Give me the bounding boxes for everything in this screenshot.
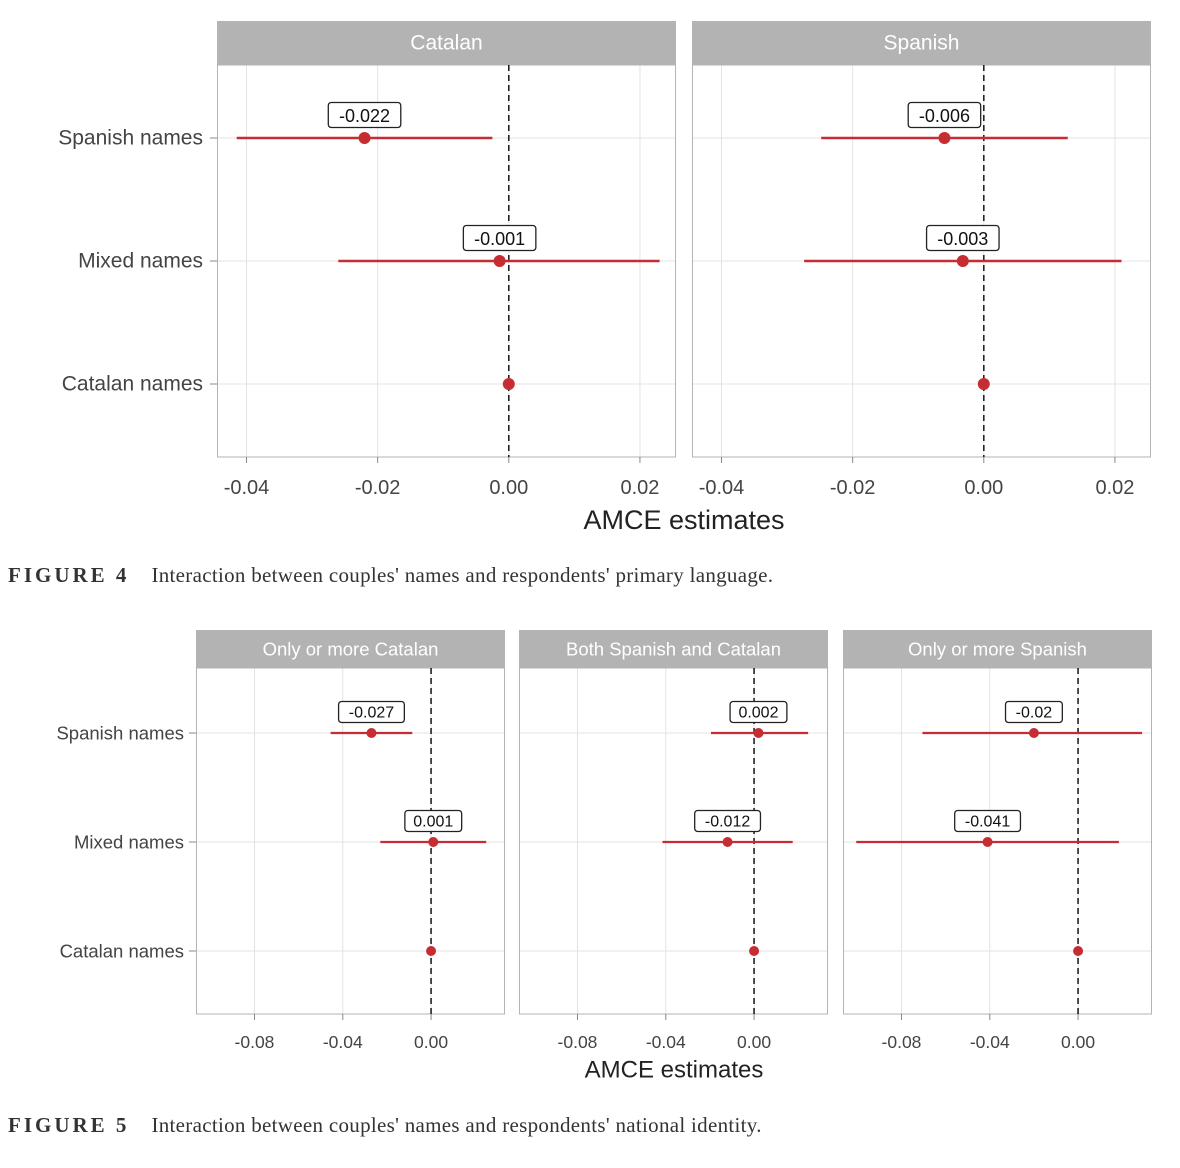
estimate-point-both-spanish-and-catalan-spanish-names <box>753 728 764 738</box>
y-tick-label-mixed-names: Mixed names <box>74 832 184 853</box>
panel-only-or-more-catalan: Only or more Catalan -0.08 -0.04 0.00 -0.027… <box>196 630 505 1052</box>
data-label-spanish-spanish-names: -0.006 <box>919 106 970 126</box>
y-tick-label-catalan-names: Catalan names <box>60 941 184 962</box>
panel-border <box>196 667 505 1015</box>
figure-4-chart: Spanish names Mixed names Catalan names Cat… <box>58 21 1151 535</box>
x-tick-label: 0.02 <box>1095 477 1134 499</box>
estimate-point-only-or-more-catalan-mixed-names <box>428 837 439 847</box>
estimate-point-spanish-spanish-names <box>938 132 951 144</box>
data-label-box-only-or-more-catalan-spanish-names <box>337 700 405 724</box>
data-label-only-or-more-catalan-spanish-names: -0.027 <box>349 705 394 722</box>
x-tick-label: -0.08 <box>235 1032 275 1052</box>
data-label-box-both-spanish-and-catalan-mixed-names <box>694 809 762 833</box>
y-tick-label-catalan-names: Catalan names <box>62 373 203 396</box>
panel-only-or-more-spanish: Only or more Spanish -0.08 -0.04 0.00 -0.02 -… <box>843 630 1152 1052</box>
figure-5-caption: FIGURE 5 Interaction between couples' nam… <box>8 1113 762 1138</box>
data-label-only-or-more-catalan-mixed-names: 0.001 <box>413 814 453 831</box>
estimate-point-spanish-mixed-names <box>956 255 969 267</box>
data-label-only-or-more-spanish-spanish-names: -0.02 <box>1016 705 1053 722</box>
panel-title-only-or-more-catalan: Only or more Catalan <box>263 639 439 660</box>
estimate-point-both-spanish-and-catalan-mixed-names <box>722 837 733 847</box>
estimate-point-catalan-catalan-names <box>502 378 515 390</box>
panel-border <box>692 64 1151 458</box>
estimate-point-only-or-more-spanish-spanish-names <box>1028 728 1039 738</box>
figure-4-caption: FIGURE 4 Interaction between couples' nam… <box>8 563 773 588</box>
panel-strip-both-spanish-and-catalan <box>519 630 828 668</box>
panel-title-spanish: Spanish <box>884 32 960 55</box>
figure-5-caption-text: Interaction between couples' names and r… <box>151 1113 762 1137</box>
data-label-only-or-more-spanish-mixed-names: -0.041 <box>965 814 1010 831</box>
panel-border <box>217 64 676 458</box>
panel-strip-only-or-more-catalan <box>196 630 505 668</box>
panel-border <box>519 667 828 1015</box>
x-tick-label: -0.04 <box>646 1032 686 1052</box>
data-label-box-only-or-more-spanish-spanish-names <box>1004 700 1063 724</box>
figure-4-number: FIGURE 4 <box>8 563 130 587</box>
y-tick-label-mixed-names: Mixed names <box>78 250 203 273</box>
panel-border <box>843 667 1152 1015</box>
data-label-box-only-or-more-catalan-mixed-names <box>404 809 463 833</box>
panel-title-catalan: Catalan <box>410 32 482 55</box>
data-label-both-spanish-and-catalan-spanish-names: 0.002 <box>738 705 778 722</box>
panel-spanish: Spanish -0.04 -0.02 0.00 0.02 -0.006 -0.003 <box>692 21 1151 499</box>
x-tick-label: -0.04 <box>699 477 745 499</box>
x-tick-label: -0.08 <box>558 1032 598 1052</box>
x-tick-label: 0.00 <box>964 477 1003 499</box>
data-label-box-only-or-more-spanish-mixed-names <box>954 809 1022 833</box>
panel-catalan: Catalan -0.04 -0.02 0.00 0.02 -0.022 -0.001 <box>217 21 676 499</box>
x-tick-label: 0.00 <box>414 1032 448 1052</box>
estimate-point-catalan-spanish-names <box>358 132 371 144</box>
data-label-both-spanish-and-catalan-mixed-names: -0.012 <box>705 814 750 831</box>
data-label-box-spanish-mixed-names <box>925 224 1000 252</box>
estimate-point-only-or-more-catalan-catalan-names <box>426 946 437 956</box>
x-tick-label: -0.04 <box>970 1032 1010 1052</box>
figure-4-caption-text: Interaction between couples' names and r… <box>151 563 774 587</box>
estimate-point-only-or-more-spanish-mixed-names <box>982 837 993 847</box>
panel-title-both-spanish-and-catalan: Both Spanish and Catalan <box>566 639 781 660</box>
data-label-catalan-spanish-names: -0.022 <box>339 106 390 126</box>
panel-both-spanish-and-catalan: Both Spanish and Catalan -0.08 -0.04 0.00 0.… <box>519 630 828 1052</box>
estimate-point-catalan-mixed-names <box>493 255 506 267</box>
data-label-box-spanish-spanish-names <box>907 101 982 129</box>
figure-5-chart: Spanish names Mixed names Catalan names Onl… <box>56 630 1152 1084</box>
estimate-point-both-spanish-and-catalan-catalan-names <box>749 946 760 956</box>
panel-strip-spanish <box>692 21 1151 65</box>
data-label-box-catalan-mixed-names <box>462 224 537 252</box>
x-tick-label: 0.00 <box>1061 1032 1095 1052</box>
x-tick-label: -0.08 <box>882 1032 922 1052</box>
estimate-point-only-or-more-catalan-spanish-names <box>366 728 377 738</box>
estimate-point-spanish-catalan-names <box>977 378 990 390</box>
y-tick-label-spanish-names: Spanish names <box>58 127 203 150</box>
data-label-spanish-mixed-names: -0.003 <box>937 229 988 249</box>
data-label-catalan-mixed-names: -0.001 <box>474 229 525 249</box>
x-tick-label: 0.00 <box>737 1032 771 1052</box>
data-label-box-both-spanish-and-catalan-spanish-names <box>729 700 788 724</box>
x-tick-label: -0.02 <box>830 477 876 499</box>
x-tick-label: -0.02 <box>355 477 401 499</box>
x-tick-label: 0.02 <box>620 477 659 499</box>
panel-strip-only-or-more-spanish <box>843 630 1152 668</box>
x-tick-label: -0.04 <box>224 477 270 499</box>
panel-strip-catalan <box>217 21 676 65</box>
panel-title-only-or-more-spanish: Only or more Spanish <box>908 639 1087 660</box>
figure-5-number: FIGURE 5 <box>8 1113 130 1137</box>
y-tick-label-spanish-names: Spanish names <box>56 723 184 744</box>
x-tick-label: -0.04 <box>323 1032 363 1052</box>
data-label-box-catalan-spanish-names <box>327 101 402 129</box>
x-axis-title: AMCE estimates <box>585 1057 764 1084</box>
x-axis-title: AMCE estimates <box>583 505 784 535</box>
x-tick-label: 0.00 <box>489 477 528 499</box>
estimate-point-only-or-more-spanish-catalan-names <box>1073 946 1084 956</box>
